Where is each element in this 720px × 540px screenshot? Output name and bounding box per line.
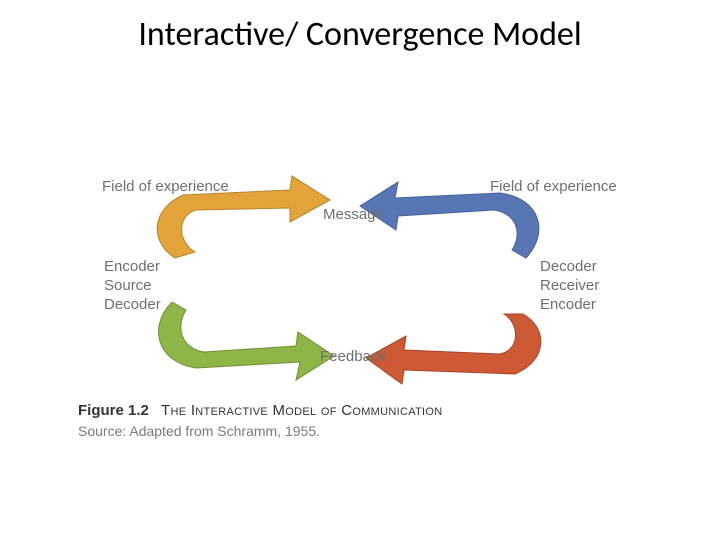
- label-left-stack: EncoderSourceDecoder: [104, 258, 161, 315]
- label-field-left: Field of experience: [102, 178, 229, 197]
- figure-caption: Figure 1.2 The Interactive Model of Comm…: [78, 402, 443, 439]
- arrow-bottom-left: [159, 302, 335, 380]
- label-feedback: Feedback: [320, 348, 386, 367]
- label-message: Message: [323, 206, 384, 225]
- caption-source: Source: Adapted from Schramm, 1955.: [78, 423, 443, 439]
- label-right-stack: DecoderReceiverEncoder: [540, 258, 599, 315]
- caption-title: The Interactive Model of Communication: [161, 402, 442, 419]
- label-field-right: Field of experience: [490, 178, 617, 197]
- arrow-bottom-right: [366, 314, 541, 384]
- caption-line1: Figure 1.2 The Interactive Model of Comm…: [78, 402, 443, 419]
- caption-prefix: Figure 1.2: [78, 402, 149, 419]
